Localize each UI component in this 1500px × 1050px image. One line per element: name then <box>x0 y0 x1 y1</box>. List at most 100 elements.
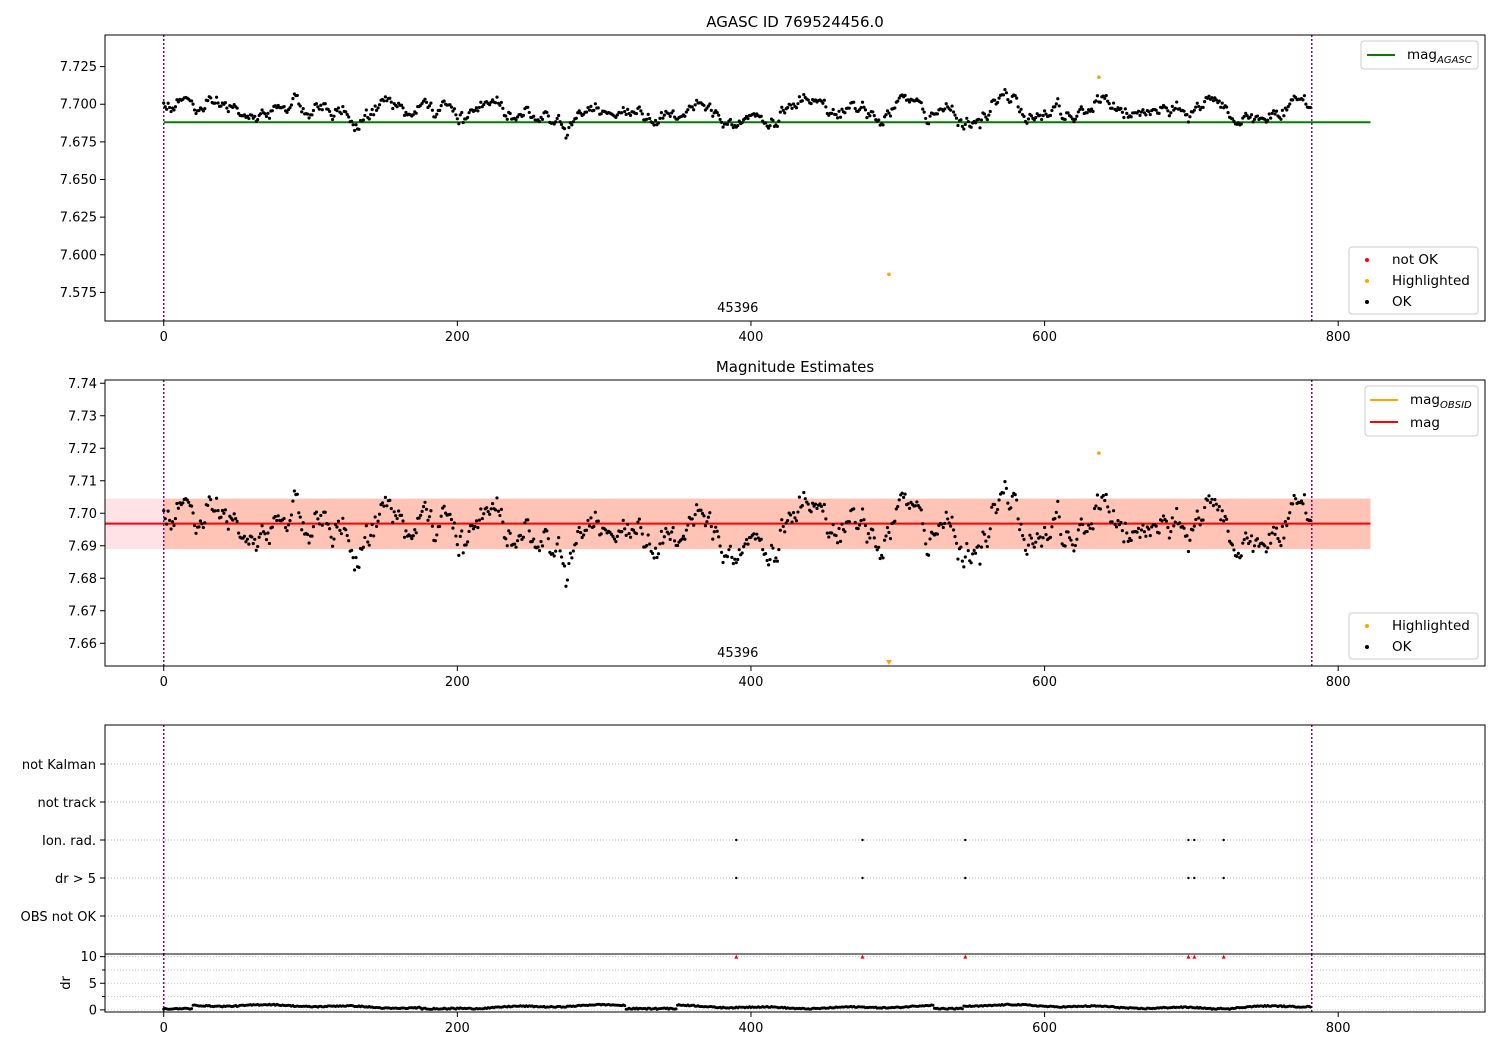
mag-ok-point <box>245 537 250 541</box>
agasc-legend-top: magAGASC <box>1360 40 1479 70</box>
mag-ok-point <box>742 545 746 549</box>
agasc-ok-point <box>537 119 542 124</box>
mag-estimates-ytick-label: 7.66 <box>68 637 97 652</box>
mag-ok-point <box>1257 544 1261 548</box>
mag-ok-point <box>777 547 781 552</box>
mag-ok-point <box>1023 548 1028 552</box>
mag-ok-point <box>354 555 358 560</box>
mag-ok-point <box>946 517 950 521</box>
agasc-ok-point <box>361 118 365 122</box>
mag-ok-point <box>976 544 981 548</box>
agasc-ok-point <box>1016 105 1020 109</box>
mag-ok-point <box>1276 537 1280 541</box>
agasc-ok-point <box>859 106 863 110</box>
mag-ok-point <box>620 530 624 534</box>
agasc-ok-point <box>1136 109 1141 113</box>
mag-ok-point <box>1003 480 1007 484</box>
mag-ok-point <box>1277 539 1282 544</box>
agasc-ok-point <box>374 108 379 112</box>
mag-ok-point <box>1283 520 1287 524</box>
agasc-ok-point <box>584 110 589 114</box>
mag-ok-point <box>1094 504 1098 508</box>
mag-ok-point <box>532 537 536 541</box>
dr-axes-frame <box>104 953 1486 1013</box>
agasc-ok-point <box>489 100 493 104</box>
agasc-ok-point <box>354 123 358 127</box>
svg-text:OK: OK <box>1392 294 1413 310</box>
mag-ok-point <box>775 559 779 563</box>
agasc-ok-point <box>1164 106 1169 110</box>
mag-ok-point <box>1018 528 1022 532</box>
mag-estimates-xtick-label: 200 <box>445 675 470 690</box>
mag-ok-point <box>1251 549 1255 553</box>
mag-ok-point <box>476 525 480 530</box>
mag-ok-point <box>181 501 185 505</box>
agasc-ok-point <box>1095 94 1100 98</box>
agasc-ok-point <box>830 111 834 115</box>
mag-ok-point <box>700 511 705 516</box>
mag-ok-point <box>1220 509 1224 513</box>
mag-ok-point <box>1279 543 1283 548</box>
mag-ok-point <box>1028 533 1032 537</box>
mag-ok-point <box>822 502 826 507</box>
panel-agasc-title: AGASC ID 769524456.0 <box>706 13 884 31</box>
mag-ok-point <box>1170 516 1174 520</box>
agasc-ok-point <box>477 105 481 110</box>
agasc-ok-point <box>216 101 220 105</box>
dr-point <box>623 1004 627 1008</box>
agasc-ok-point <box>924 116 928 121</box>
mag-ok-point <box>439 514 443 518</box>
mag-ok-point <box>800 504 804 508</box>
mag-ok-point <box>267 541 272 546</box>
agasc-ok-point <box>1194 105 1198 109</box>
agasc-ok-point <box>752 112 756 116</box>
flag-point <box>735 876 738 880</box>
mag-ok-point <box>882 538 887 542</box>
mag-ok-point <box>333 522 338 527</box>
mag-ok-point <box>769 543 774 547</box>
agasc-ok-point <box>658 116 662 120</box>
mag-ok-point <box>993 502 997 507</box>
mag-ok-point <box>759 537 763 541</box>
flag-point <box>861 838 864 842</box>
agasc-ok-point <box>1053 105 1057 109</box>
agasc-ok-point <box>172 108 176 112</box>
mag-ok-point <box>1072 549 1076 553</box>
mag-ok-point <box>950 515 954 519</box>
mag-ok-point <box>971 552 975 556</box>
agasc-ok-point <box>984 115 988 119</box>
mag-ok-point <box>1201 518 1205 522</box>
agasc-ok-point <box>1141 108 1145 112</box>
mag-ok-point <box>706 515 710 519</box>
agasc-ok-point <box>881 123 885 127</box>
agasc-ok-point <box>1269 116 1273 120</box>
mag-ok-point <box>1035 532 1039 536</box>
agasc-ok-point <box>1186 120 1191 124</box>
agasc-ok-point <box>780 105 784 109</box>
mag-ok-point <box>433 539 437 543</box>
mag-ok-point <box>794 519 799 523</box>
agasc-ok-point <box>555 116 559 121</box>
agasc-ok-point <box>824 105 828 109</box>
mag-ok-point <box>703 524 708 528</box>
agasc-ok-point <box>546 114 550 118</box>
agasc-ok-point <box>1078 107 1082 112</box>
mag-ok-point <box>1114 525 1119 529</box>
agasc-ok-point <box>488 103 492 107</box>
mag-ok-point <box>784 521 788 525</box>
dr-clipped-marker <box>734 954 739 959</box>
agasc-ok-point <box>570 123 574 127</box>
mag-ok-point <box>275 518 279 523</box>
mag-ok-point <box>727 548 731 552</box>
mag-ok-point <box>1269 541 1273 545</box>
panel-agasc: AGASC ID 769524456.0 7.575 7.600 7.625 7.65… <box>60 13 1486 345</box>
mag-ok-point <box>815 506 819 510</box>
mag-ok-point <box>247 542 251 546</box>
agasc-ok-point <box>305 112 310 116</box>
mag-ok-point <box>584 528 589 532</box>
mag-ok-point <box>256 544 260 549</box>
mag-ok-point <box>1044 533 1048 537</box>
agasc-ok-point <box>1288 102 1292 106</box>
mag-estimates-axes-frame <box>104 379 1486 667</box>
mag-ok-point <box>926 553 931 557</box>
